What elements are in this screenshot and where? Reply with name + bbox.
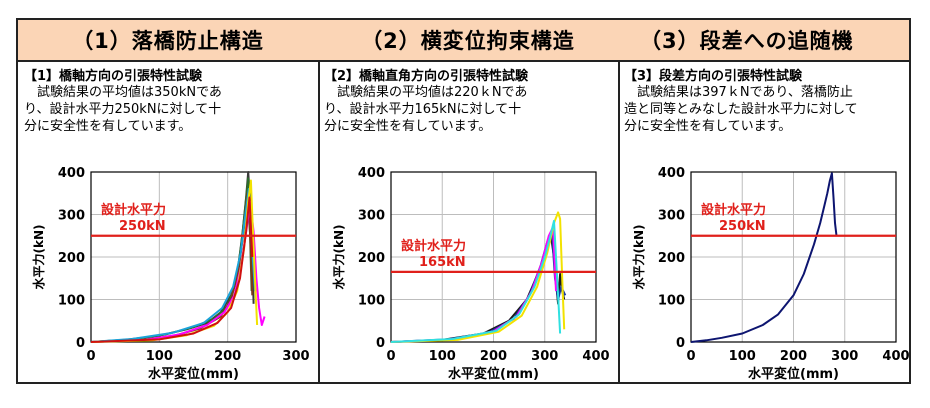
y-tick-label: 0 — [376, 336, 385, 351]
y-axis-label: 水平力(kN) — [631, 225, 646, 290]
x-tick-label: 200 — [780, 349, 807, 364]
plot-area — [690, 171, 897, 343]
y-tick-label: 300 — [358, 209, 385, 224]
x-tick-label: 0 — [386, 349, 395, 364]
series-line — [90, 196, 254, 343]
x-tick-label: 0 — [86, 349, 95, 364]
y-tick-label: 400 — [658, 166, 685, 181]
x-tick-label: 200 — [214, 349, 241, 364]
y-axis-label: 水平力(kN) — [331, 225, 346, 290]
y-tick-label: 100 — [58, 294, 85, 309]
x-tick-label: 100 — [729, 349, 756, 364]
plot-area — [90, 171, 297, 343]
x-tick-label: 400 — [882, 349, 909, 364]
x-axis-label: 水平変位(mm) — [448, 366, 539, 382]
test-description: 試験結果は397ｋNであり、落橋防止 造と同等とみなした設計水平力に対して 分に… — [624, 85, 858, 134]
load-displacement-chart: 0 100 200 300 400 0 100 200 300 水平変位(mm) 水平力(kN) 設計… — [31, 166, 310, 382]
y-tick-label: 100 — [358, 294, 385, 309]
panel-lateral-restraint: （2）横変位拘束構造 【2】橋軸直角方向の引張特性試験 試験結果の平均値は220… — [318, 20, 620, 382]
y-tick-label: 300 — [58, 209, 85, 224]
figure-frame: （1）落橋防止構造 【1】橋軸方向の引張特性試験 試験結果の平均値は350kNで… — [16, 18, 911, 384]
series-line — [690, 172, 838, 343]
test-subtitle: 【3】段差方向の引張特性試験 — [624, 69, 803, 84]
series-line — [390, 219, 562, 343]
x-axis-label: 水平変位(mm) — [148, 366, 239, 382]
x-tick-label: 0 — [686, 349, 695, 364]
y-tick-label: 100 — [658, 294, 685, 309]
test-subtitle: 【1】橋軸方向の引張特性試験 — [24, 69, 203, 84]
panel-header: （2）横変位拘束構造 — [318, 20, 618, 62]
x-tick-label: 300 — [531, 349, 558, 364]
load-displacement-chart: 0 100 200 300 400 0 100 200 300 400 水平変位(mm) 水平力(kN… — [331, 166, 610, 382]
design-force-label: 設計水平力 — [101, 202, 166, 218]
x-tick-label: 200 — [480, 349, 507, 364]
test-description: 試験結果の平均値は220ｋNであ り、設計水平力165kNに対して十 分に安全性… — [324, 85, 528, 134]
y-tick-label: 400 — [358, 166, 385, 181]
panel-fall-prevention: （1）落橋防止構造 【1】橋軸方向の引張特性試験 試験結果の平均値は350kNで… — [18, 20, 320, 382]
panel-header: （1）落橋防止構造 — [18, 20, 318, 62]
x-tick-label: 300 — [282, 349, 309, 364]
design-force-value: 250kN — [719, 219, 766, 234]
y-tick-label: 200 — [358, 251, 385, 266]
design-force-value: 165kN — [419, 255, 466, 270]
x-tick-label: 400 — [582, 349, 609, 364]
plot-area — [390, 171, 597, 343]
y-tick-label: 400 — [58, 166, 85, 181]
test-description: 試験結果の平均値は350kNであ り、設計水平力250kNに対して十 分に安全性… — [24, 85, 222, 134]
y-tick-label: 200 — [658, 251, 685, 266]
y-tick-label: 0 — [676, 336, 685, 351]
x-tick-label: 100 — [429, 349, 456, 364]
series-line — [390, 211, 566, 343]
test-subtitle: 【2】橋軸直角方向の引張特性試験 — [324, 69, 529, 84]
design-force-value: 250kN — [119, 219, 166, 234]
x-tick-label: 300 — [831, 349, 858, 364]
x-tick-label: 100 — [146, 349, 173, 364]
load-displacement-chart: 0 100 200 300 400 0 100 200 300 400 水平変位(mm) 水平力(kN… — [631, 166, 909, 382]
panel-step-follow: （3）段差への追随機 【3】段差方向の引張特性試験 試験結果は397ｋNであり、… — [618, 20, 909, 382]
design-force-label: 設計水平力 — [401, 238, 466, 254]
y-axis-label: 水平力(kN) — [31, 225, 46, 290]
y-tick-label: 0 — [76, 336, 85, 351]
x-axis-label: 水平変位(mm) — [748, 366, 839, 382]
design-force-label: 設計水平力 — [701, 202, 766, 218]
panel-header: （3）段差への追随機 — [618, 20, 909, 62]
y-tick-label: 300 — [658, 209, 685, 224]
y-tick-label: 200 — [58, 251, 85, 266]
